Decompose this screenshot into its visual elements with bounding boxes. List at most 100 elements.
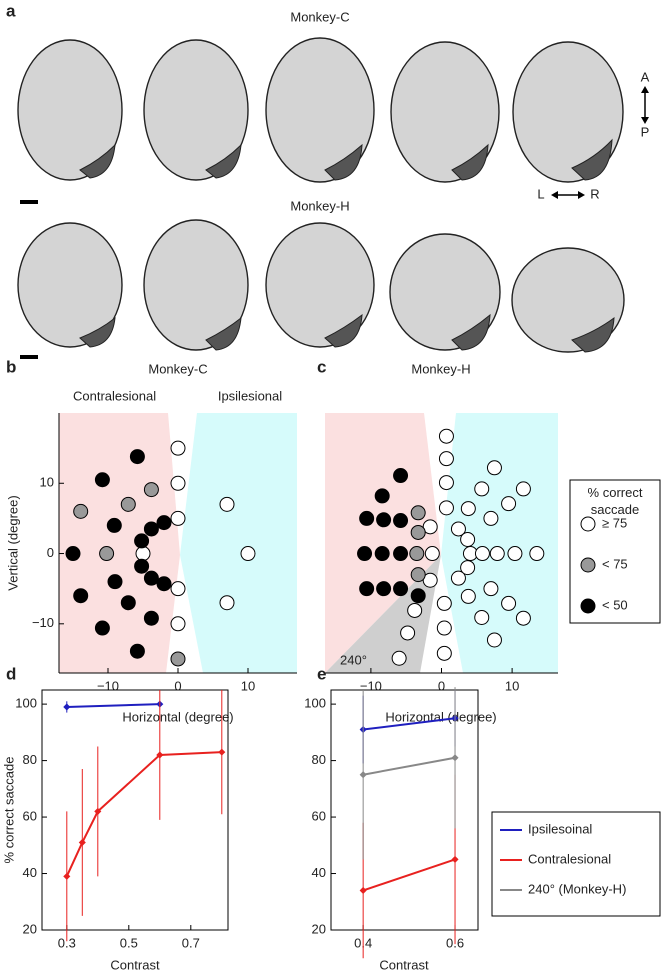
point bbox=[374, 488, 390, 504]
panel-label: c bbox=[317, 357, 326, 376]
marker bbox=[156, 751, 164, 759]
point bbox=[410, 567, 426, 583]
point bbox=[156, 515, 172, 531]
point bbox=[486, 460, 502, 476]
point bbox=[143, 610, 159, 626]
point bbox=[106, 517, 122, 533]
point bbox=[170, 475, 186, 491]
point bbox=[515, 481, 531, 497]
x-tick-label: 0.3 bbox=[58, 935, 76, 950]
y-tick-label: 80 bbox=[312, 752, 326, 767]
point bbox=[393, 546, 409, 562]
y-tick-label: 40 bbox=[23, 865, 37, 880]
point bbox=[474, 546, 490, 562]
marker bbox=[94, 807, 102, 815]
orientation-label: R bbox=[590, 186, 599, 201]
x-tick-label: 10 bbox=[241, 678, 255, 693]
panel-label: a bbox=[6, 1, 16, 20]
point bbox=[156, 576, 172, 592]
row-title: Monkey-H bbox=[290, 198, 349, 213]
panel-label: d bbox=[6, 664, 16, 683]
panel-label: e bbox=[317, 664, 326, 683]
point bbox=[391, 650, 407, 666]
point bbox=[134, 558, 150, 574]
point bbox=[240, 546, 256, 562]
y-tick-label: 100 bbox=[15, 696, 37, 711]
lesion bbox=[205, 143, 242, 179]
point bbox=[483, 581, 499, 597]
point bbox=[486, 632, 502, 648]
marker bbox=[451, 754, 459, 762]
plot-frame bbox=[330, 689, 479, 931]
point bbox=[438, 451, 454, 467]
x-tick-label: 0.5 bbox=[120, 935, 138, 950]
lesion bbox=[451, 143, 489, 181]
brain-row bbox=[17, 37, 624, 183]
legend-label: Ipsilesoinal bbox=[528, 821, 592, 836]
x-axis-label: Horizontal (degree) bbox=[385, 709, 496, 724]
point bbox=[374, 546, 390, 562]
point bbox=[422, 572, 438, 588]
marker bbox=[451, 855, 459, 863]
point bbox=[460, 501, 476, 517]
point bbox=[170, 510, 186, 526]
brain-section bbox=[265, 222, 375, 348]
point bbox=[474, 481, 490, 497]
point bbox=[107, 574, 123, 590]
brain-row bbox=[17, 219, 625, 353]
x-axis-label: Contrast bbox=[379, 957, 429, 972]
y-tick-label: 100 bbox=[304, 696, 326, 711]
legend-marker bbox=[580, 557, 596, 573]
point bbox=[407, 602, 423, 618]
lesion bbox=[79, 316, 116, 348]
point bbox=[507, 546, 523, 562]
brain-section bbox=[17, 39, 123, 181]
point bbox=[400, 625, 416, 641]
series-line bbox=[66, 703, 160, 708]
point bbox=[143, 570, 159, 586]
legend-marker bbox=[580, 598, 596, 614]
y-tick-label: 10 bbox=[40, 475, 54, 490]
y-tick-label: 0 bbox=[47, 545, 54, 560]
point bbox=[393, 468, 409, 484]
legend-label: < 50 bbox=[602, 597, 628, 612]
legend-title: % correct saccade bbox=[587, 485, 643, 517]
point bbox=[219, 595, 235, 611]
brain-section bbox=[143, 39, 249, 181]
x-tick-label: 10 bbox=[505, 678, 519, 693]
point bbox=[129, 449, 145, 465]
point bbox=[129, 643, 145, 659]
series-line bbox=[363, 717, 456, 731]
lesion bbox=[571, 138, 613, 181]
point bbox=[501, 595, 517, 611]
marker bbox=[359, 886, 367, 895]
y-tick-label: 20 bbox=[23, 921, 37, 936]
point bbox=[409, 546, 425, 562]
point bbox=[501, 496, 517, 512]
y-axis-label: % correct saccade bbox=[1, 757, 16, 864]
point bbox=[460, 560, 476, 576]
point bbox=[359, 510, 375, 526]
legend-label: ≥ 75 bbox=[602, 515, 627, 530]
x-tick-label: 0 bbox=[174, 678, 181, 693]
panel-label: b bbox=[6, 357, 16, 376]
point bbox=[410, 505, 426, 521]
point bbox=[120, 595, 136, 611]
chart-title: Monkey-H bbox=[411, 361, 470, 376]
ipsilesional-region bbox=[441, 413, 558, 673]
point bbox=[359, 581, 375, 597]
point bbox=[65, 546, 81, 562]
lesion bbox=[79, 143, 116, 179]
legend-marker bbox=[580, 516, 596, 532]
point bbox=[376, 581, 392, 597]
x-tick-label: 0.7 bbox=[182, 935, 200, 950]
region-240 bbox=[325, 555, 441, 673]
point bbox=[393, 513, 409, 529]
point bbox=[134, 533, 150, 549]
point bbox=[410, 588, 426, 604]
y-tick-label: −10 bbox=[32, 615, 54, 630]
x-tick-label: −10 bbox=[97, 678, 119, 693]
legend-box bbox=[491, 811, 661, 917]
